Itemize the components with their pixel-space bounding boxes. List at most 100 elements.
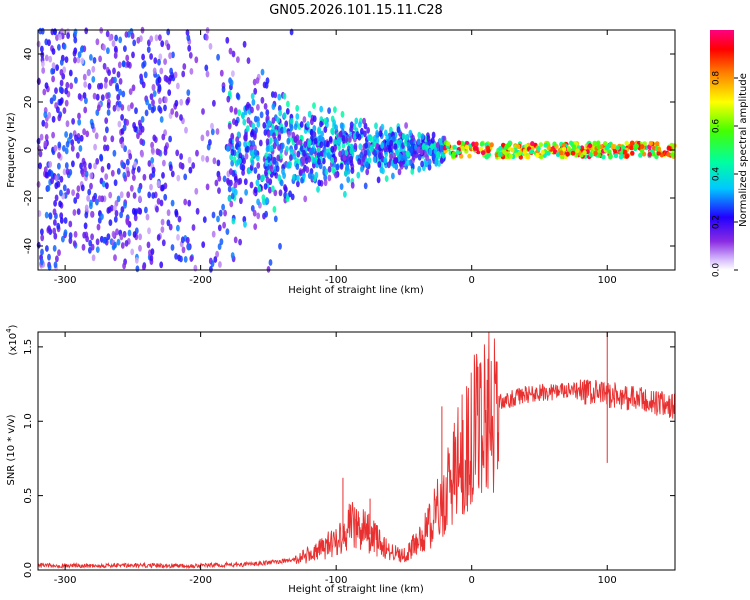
- heatmap-cell: [666, 145, 671, 151]
- heatmap-cell: [163, 182, 168, 190]
- heatmap-cell: [188, 166, 193, 174]
- heatmap-cell: [115, 228, 119, 236]
- heatmap-cell: [363, 149, 368, 157]
- heatmap-cell: [268, 259, 273, 266]
- heatmap-cell: [98, 55, 102, 63]
- heatmap-cell: [61, 235, 65, 243]
- heatmap-cell: [349, 155, 354, 163]
- heatmap-cell: [312, 157, 317, 164]
- colorbar-ticks: 0.0 0.2 0.4 0.6 0.8: [712, 71, 738, 277]
- heatmap-cell: [179, 114, 183, 121]
- heatmap-cell: [227, 185, 232, 193]
- heatmap-cell: [357, 133, 362, 141]
- heatmap-cell: [57, 44, 61, 51]
- x-tick-label: -100: [325, 575, 348, 586]
- heatmap-cell: [92, 92, 97, 100]
- heatmap-cell: [307, 172, 312, 180]
- spectrogram-cells: [36, 26, 677, 273]
- heatmap-cell: [286, 100, 290, 108]
- heatmap-cell: [381, 167, 385, 175]
- heatmap-cell: [233, 236, 238, 244]
- heatmap-cell: [130, 102, 134, 109]
- heatmap-cell: [217, 187, 221, 195]
- heatmap-cell: [341, 135, 346, 142]
- heatmap-cell: [480, 150, 486, 156]
- heatmap-cell: [47, 263, 52, 271]
- heatmap-cell: [188, 52, 193, 59]
- heatmap-cell: [169, 67, 174, 75]
- heatmap-cell: [116, 71, 121, 78]
- heatmap-cell: [152, 90, 157, 97]
- y-tick-label: -40: [23, 238, 34, 254]
- heatmap-cell: [64, 131, 68, 138]
- heatmap-cell: [618, 154, 624, 160]
- heatmap-cell: [133, 125, 138, 133]
- heatmap-cell: [225, 228, 230, 236]
- heatmap-cell: [90, 122, 95, 130]
- heatmap-cell: [131, 84, 136, 92]
- heatmap-cell: [498, 151, 503, 157]
- heatmap-cell: [242, 40, 247, 48]
- heatmap-cell: [244, 104, 249, 111]
- heatmap-cell: [81, 243, 86, 251]
- heatmap-cell: [357, 158, 361, 165]
- heatmap-cell: [246, 117, 251, 124]
- heatmap-cell: [186, 34, 191, 42]
- heatmap-cell: [478, 146, 484, 152]
- heatmap-cell: [95, 238, 100, 246]
- heatmap-cell: [129, 184, 134, 192]
- heatmap-cell: [278, 189, 283, 197]
- heatmap-cell: [327, 174, 332, 182]
- heatmap-cell: [85, 130, 90, 138]
- heatmap-cell: [138, 233, 143, 241]
- heatmap-cell: [104, 173, 109, 181]
- heatmap-cell: [238, 238, 243, 246]
- heatmap-cell: [97, 195, 102, 203]
- heatmap-cell: [410, 168, 415, 175]
- heatmap-cell: [298, 139, 303, 146]
- heatmap-cell: [38, 162, 42, 170]
- heatmap-cell: [489, 142, 494, 148]
- heatmap-cell: [68, 69, 73, 77]
- heatmap-cell: [229, 168, 233, 176]
- heatmap-cell: [45, 245, 49, 252]
- heatmap-cell: [68, 232, 73, 239]
- heatmap-cell: [400, 154, 405, 162]
- heatmap-cell: [260, 96, 265, 104]
- heatmap-cell: [163, 58, 168, 65]
- heatmap-cell: [96, 223, 101, 231]
- heatmap-cell: [77, 93, 82, 100]
- heatmap-cell: [255, 77, 260, 84]
- heatmap-cell: [73, 56, 77, 64]
- heatmap-cell: [633, 144, 638, 150]
- heatmap-cell: [629, 145, 634, 151]
- heatmap-cell: [226, 179, 231, 187]
- heatmap-cell: [233, 188, 238, 196]
- heatmap-cell: [116, 238, 121, 246]
- heatmap-cell: [122, 171, 127, 179]
- heatmap-cell: [536, 146, 541, 152]
- heatmap-cell: [603, 141, 608, 146]
- heatmap-cell: [80, 184, 85, 192]
- heatmap-cell: [325, 121, 329, 129]
- heatmap-cell: [346, 158, 351, 166]
- heatmap-cell: [369, 144, 374, 152]
- heatmap-cell: [178, 161, 183, 169]
- heatmap-cell: [179, 255, 183, 263]
- heatmap-cell: [126, 170, 131, 178]
- heatmap-cell: [221, 86, 226, 93]
- snr-y-ticks: 0.0 0.5 1.0 1.5: [23, 339, 675, 578]
- heatmap-cell: [273, 91, 278, 99]
- heatmap-cell: [111, 40, 116, 47]
- heatmap-cell: [54, 194, 59, 202]
- heatmap-cell: [396, 141, 401, 149]
- heatmap-cell: [123, 201, 127, 209]
- heatmap-cell: [136, 36, 141, 44]
- heatmap-cell: [132, 39, 137, 47]
- heatmap-cell: [310, 147, 315, 155]
- heatmap-cell: [575, 148, 580, 154]
- colorbar-tick-label: 0.6: [712, 119, 722, 134]
- heatmap-cell: [167, 89, 172, 96]
- heatmap-cell: [241, 111, 245, 119]
- heatmap-cell: [195, 149, 199, 157]
